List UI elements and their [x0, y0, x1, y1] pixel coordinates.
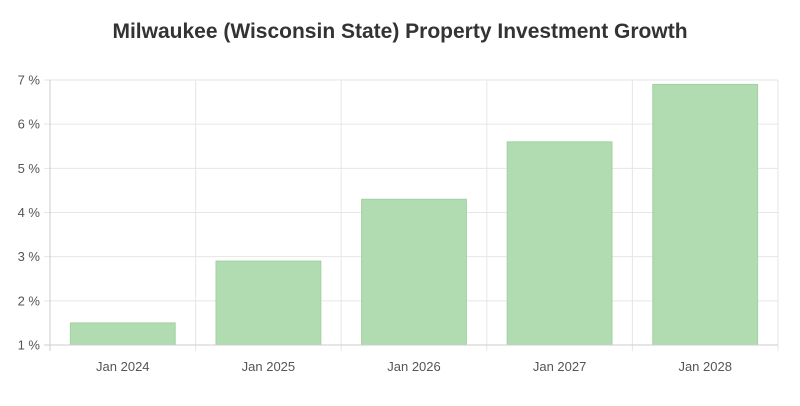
bar: [361, 198, 467, 346]
y-tick-label: 3 %: [18, 249, 41, 264]
x-tick-label: Jan 2028: [678, 359, 732, 374]
x-tick-labels: Jan 2024 Jan 2025 Jan 2026 Jan 2027 Jan 2028: [96, 359, 732, 374]
x-tick-label: Jan 2026: [387, 359, 441, 374]
y-tick-label: 4 %: [18, 205, 41, 220]
chart-title: Milwaukee (Wisconsin State) Property Inv…: [112, 20, 688, 43]
bar: [215, 260, 322, 346]
x-tick-label: Jan 2025: [242, 359, 296, 374]
y-tick-labels: 1 % 2 % 3 % 4 % 5 % 6 % 7 %: [18, 73, 41, 353]
y-tick-label: 2 %: [18, 293, 41, 308]
y-tick-label: 1 %: [18, 338, 41, 353]
y-tick-label: 6 %: [18, 117, 41, 132]
bar: [652, 83, 759, 346]
bar: [69, 322, 176, 346]
y-tick-label: 5 %: [18, 161, 41, 176]
bar: [506, 141, 613, 346]
x-tick-label: Jan 2027: [533, 359, 587, 374]
axes: [44, 80, 778, 351]
y-tick-label: 7 %: [18, 73, 41, 88]
x-tick-label: Jan 2024: [96, 359, 150, 374]
bars: [69, 83, 759, 346]
